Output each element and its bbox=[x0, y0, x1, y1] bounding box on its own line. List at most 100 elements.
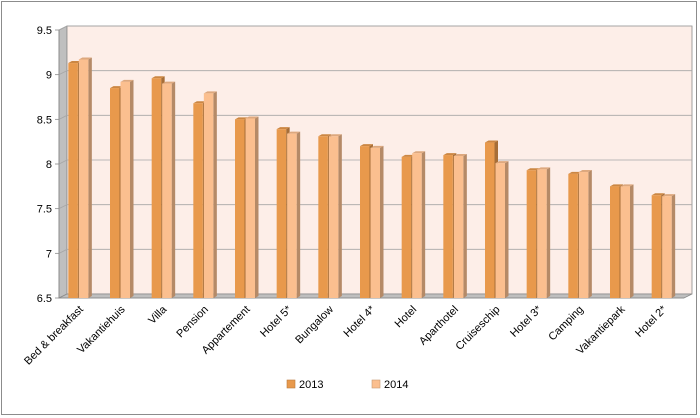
bar-top-2014 bbox=[120, 79, 134, 82]
y-tick-label: 8.5 bbox=[37, 114, 52, 126]
x-tick-label: Hotel 3* bbox=[508, 303, 545, 340]
x-tick-label: Hotel 4* bbox=[341, 303, 378, 340]
x-tick-label: Bungalow bbox=[293, 304, 336, 347]
bar-2014 bbox=[370, 147, 380, 298]
legend-label: 2014 bbox=[384, 379, 408, 391]
bar-top-2013 bbox=[318, 134, 332, 137]
bar-top-2014 bbox=[162, 81, 176, 84]
bar-2014 bbox=[662, 196, 672, 298]
bar-top-2014 bbox=[662, 194, 676, 197]
bar-side-2014 bbox=[255, 116, 259, 298]
bar-side-2014 bbox=[130, 79, 134, 299]
bar-top-2014 bbox=[245, 116, 259, 119]
bar-2013 bbox=[68, 63, 78, 299]
bar-top-2013 bbox=[651, 193, 665, 196]
bar-top-2013 bbox=[401, 154, 415, 157]
bar-top-2013 bbox=[610, 184, 623, 187]
bar-top-2013 bbox=[110, 86, 123, 89]
gridline bbox=[58, 248, 692, 254]
bar-top-2013 bbox=[235, 117, 248, 120]
x-tick-label: Pension bbox=[174, 304, 211, 341]
bar-side-2014 bbox=[421, 151, 426, 298]
bar-side-2014 bbox=[588, 170, 592, 298]
gridline bbox=[58, 114, 692, 120]
legend-label: 2013 bbox=[299, 379, 323, 391]
bar-2013 bbox=[276, 129, 287, 298]
bar-top-2014 bbox=[578, 170, 592, 173]
bar-2013 bbox=[401, 156, 412, 298]
bar-2014 bbox=[203, 93, 214, 298]
bar-side-2014 bbox=[463, 153, 467, 298]
bar-2013 bbox=[568, 173, 578, 298]
bar-side-2014 bbox=[88, 57, 92, 299]
bar-2013 bbox=[485, 142, 495, 298]
gridline bbox=[58, 159, 692, 165]
x-tick-label: Villa bbox=[146, 303, 170, 327]
bar-side-2014 bbox=[505, 161, 509, 298]
bar-top-2014 bbox=[537, 167, 551, 170]
bar-top-2014 bbox=[287, 131, 301, 134]
bar-2013 bbox=[610, 186, 620, 298]
x-tick-label: Bed & breakfast bbox=[22, 304, 86, 368]
bar-side-2014 bbox=[380, 145, 384, 298]
bar-2014 bbox=[620, 186, 630, 298]
y-tick-label: 8 bbox=[46, 159, 52, 171]
x-tick-label: Hotel 5* bbox=[258, 303, 295, 340]
bar-2013 bbox=[235, 119, 245, 298]
bar-top-2013 bbox=[193, 101, 207, 104]
x-tick-label: Aparthotel bbox=[417, 304, 461, 348]
bar-2013 bbox=[318, 136, 328, 298]
y-tick-label: 7.5 bbox=[37, 204, 52, 216]
x-tick-label: Camping bbox=[546, 304, 586, 344]
gridline bbox=[58, 204, 692, 210]
bar-top-2014 bbox=[78, 57, 92, 60]
y-tick-label: 7 bbox=[46, 248, 52, 260]
bar-2014 bbox=[245, 118, 255, 298]
bar-2013 bbox=[526, 170, 537, 298]
legend-swatch-2013 bbox=[286, 379, 296, 389]
y-tick-label: 9 bbox=[46, 70, 52, 82]
bar-side-2014 bbox=[338, 134, 342, 298]
bar-2014 bbox=[453, 155, 464, 298]
bar-2013 bbox=[110, 88, 120, 298]
bar-side-2014 bbox=[630, 184, 634, 298]
bar-2013 bbox=[360, 146, 370, 298]
bar-top-2014 bbox=[203, 91, 217, 94]
legend-swatch-2014 bbox=[371, 379, 381, 389]
bar-top-2014 bbox=[328, 134, 342, 137]
bar-2014 bbox=[537, 169, 547, 298]
bar-top-2014 bbox=[620, 184, 634, 187]
bar-side-2014 bbox=[546, 167, 551, 298]
bar-top-2013 bbox=[568, 171, 582, 174]
bar-top-2013 bbox=[443, 153, 457, 156]
bar-2014 bbox=[495, 163, 505, 298]
bar-2014 bbox=[78, 59, 89, 299]
bar-top-2013 bbox=[151, 76, 165, 79]
y-tick-label: 6.5 bbox=[37, 293, 52, 305]
bar-2014 bbox=[120, 81, 130, 299]
bar-top-2013 bbox=[360, 144, 373, 147]
bar-side-2014 bbox=[213, 91, 217, 298]
x-tick-label: Cruiseschip bbox=[453, 304, 502, 353]
bar-side-2014 bbox=[171, 81, 176, 298]
bar-2014 bbox=[287, 133, 297, 298]
bar-top-2014 bbox=[370, 145, 384, 148]
bar-2014 bbox=[578, 172, 589, 298]
gridline bbox=[58, 25, 692, 31]
x-tick-label: Hotel 2* bbox=[633, 303, 670, 340]
bar-2014 bbox=[162, 83, 172, 298]
bar-top-2014 bbox=[453, 153, 467, 156]
bar-top-2013 bbox=[526, 168, 540, 171]
bar-side-2014 bbox=[296, 131, 301, 298]
x-tick-label: Hotel bbox=[393, 304, 420, 331]
bar-2014 bbox=[328, 136, 339, 298]
bar-top-2014 bbox=[412, 151, 426, 154]
gridline bbox=[58, 70, 692, 76]
bar-top-2013 bbox=[276, 127, 290, 130]
bar-side-2014 bbox=[671, 194, 676, 298]
bar-2013 bbox=[443, 155, 453, 298]
bar-2013 bbox=[151, 78, 162, 299]
y-tick-label: 9.5 bbox=[37, 25, 52, 37]
